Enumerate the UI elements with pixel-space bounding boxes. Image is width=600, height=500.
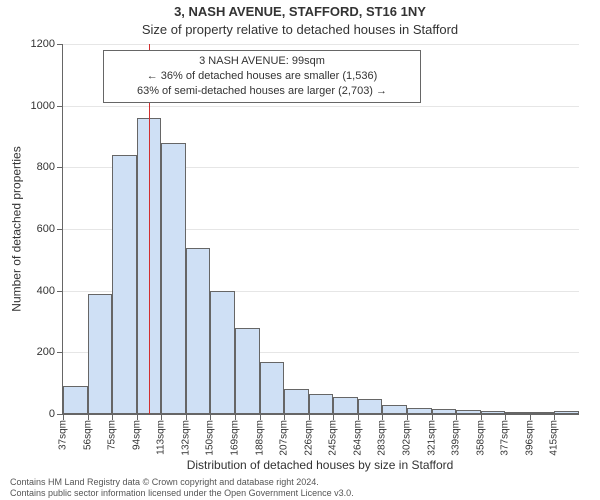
histogram-bar xyxy=(88,294,113,414)
x-tick-label: 339sqm xyxy=(451,420,462,456)
x-tick-label: 169sqm xyxy=(230,420,241,456)
plot-area: 02004006008001000120037sqm56sqm75sqm94sq… xyxy=(62,44,579,415)
gridline xyxy=(63,106,579,107)
footer-line1: Contains HM Land Registry data © Crown c… xyxy=(10,477,354,487)
x-tick-label: 94sqm xyxy=(131,420,142,450)
x-tick-label: 302sqm xyxy=(402,420,413,456)
histogram-bar xyxy=(186,248,211,415)
histogram-bar xyxy=(481,411,506,414)
footer-line2: Contains public sector information licen… xyxy=(10,488,354,498)
x-tick-label: 264sqm xyxy=(352,420,363,456)
x-tick-label: 245sqm xyxy=(328,420,339,456)
x-tick-label: 132sqm xyxy=(180,420,191,456)
x-tick-label: 396sqm xyxy=(524,420,535,456)
histogram-bar xyxy=(530,412,555,414)
y-tick xyxy=(57,229,63,230)
gridline xyxy=(63,44,579,45)
histogram-bar xyxy=(235,328,260,414)
y-tick-label: 0 xyxy=(49,408,55,420)
histogram-bar xyxy=(161,143,186,414)
histogram-bar xyxy=(554,411,579,414)
x-tick-label: 207sqm xyxy=(279,420,290,456)
callout-line2: ← 36% of detached houses are smaller (1,… xyxy=(112,69,412,84)
y-tick-label: 1000 xyxy=(31,100,55,112)
y-tick-label: 800 xyxy=(37,161,55,173)
chart-container: { "title": "3, NASH AVENUE, STAFFORD, ST… xyxy=(0,0,600,500)
chart-title: 3, NASH AVENUE, STAFFORD, ST16 1NY xyxy=(0,4,600,19)
histogram-bar xyxy=(407,408,432,414)
x-axis-label: Distribution of detached houses by size … xyxy=(62,458,578,472)
x-tick-label: 37sqm xyxy=(58,420,69,450)
y-tick xyxy=(57,291,63,292)
histogram-bar xyxy=(63,386,88,414)
histogram-bar xyxy=(505,412,530,414)
y-tick-label: 400 xyxy=(37,285,55,297)
callout-box: 3 NASH AVENUE: 99sqm← 36% of detached ho… xyxy=(103,50,421,103)
y-tick xyxy=(57,352,63,353)
callout-line1: 3 NASH AVENUE: 99sqm xyxy=(112,54,412,69)
y-tick-label: 1200 xyxy=(31,38,55,50)
y-tick-label: 600 xyxy=(37,223,55,235)
y-axis-label: Number of detached properties xyxy=(10,44,24,414)
histogram-bar xyxy=(210,291,235,414)
y-tick xyxy=(57,44,63,45)
chart-subtitle: Size of property relative to detached ho… xyxy=(0,22,600,37)
y-tick xyxy=(57,167,63,168)
histogram-bar xyxy=(309,394,334,414)
histogram-bar xyxy=(358,399,383,414)
x-tick-label: 377sqm xyxy=(500,420,511,456)
histogram-bar xyxy=(382,405,407,414)
x-tick-label: 113sqm xyxy=(156,420,167,455)
y-tick xyxy=(57,106,63,107)
histogram-bar xyxy=(260,362,285,414)
x-tick-label: 358sqm xyxy=(475,420,486,456)
histogram-bar xyxy=(112,155,137,414)
y-tick-label: 200 xyxy=(37,346,55,358)
histogram-bar xyxy=(333,397,358,414)
x-tick-label: 150sqm xyxy=(205,420,216,456)
x-tick-label: 415sqm xyxy=(549,420,560,456)
histogram-bar xyxy=(284,389,309,414)
histogram-bar xyxy=(456,410,481,414)
x-tick-label: 188sqm xyxy=(254,420,265,456)
histogram-bar xyxy=(432,409,457,414)
x-tick-label: 283sqm xyxy=(377,420,388,456)
x-tick-label: 75sqm xyxy=(107,420,118,450)
x-tick-label: 56sqm xyxy=(82,420,93,450)
x-tick-label: 321sqm xyxy=(426,420,437,456)
footer-attribution: Contains HM Land Registry data © Crown c… xyxy=(10,477,354,498)
x-tick-label: 226sqm xyxy=(303,420,314,456)
callout-line3: 63% of semi-detached houses are larger (… xyxy=(112,84,412,99)
